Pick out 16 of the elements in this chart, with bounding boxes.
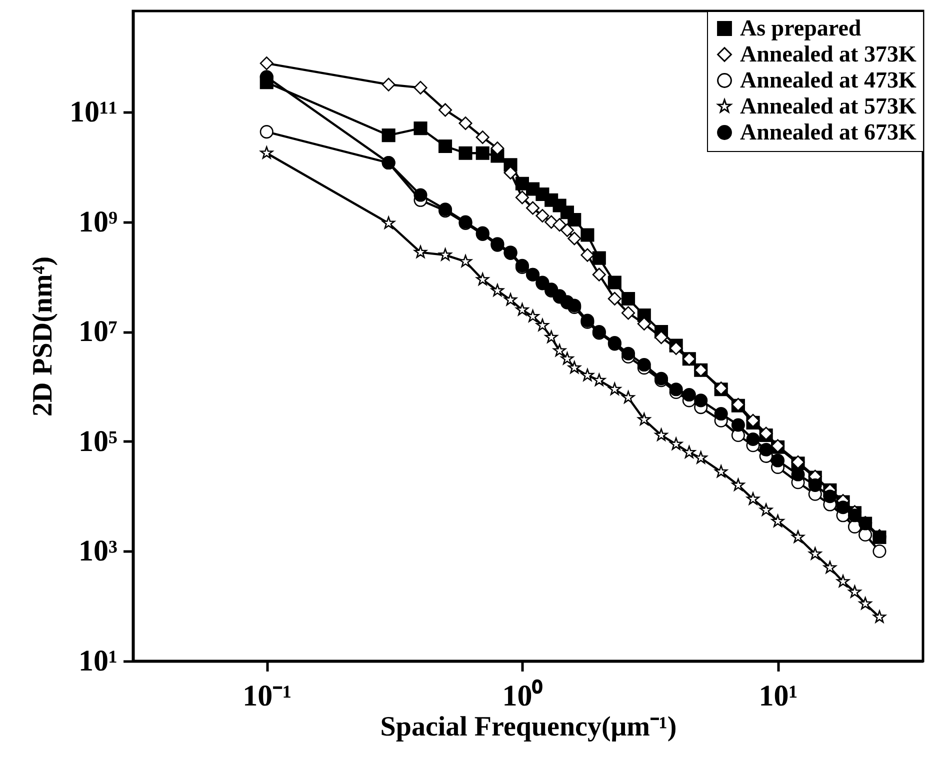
legend-label: Annealed at 373K (740, 42, 916, 66)
legend-label: As prepared (740, 16, 862, 40)
x-tick-label: 10¹ (758, 680, 798, 712)
y-tick-label: 10⁷ (78, 315, 118, 348)
x-tick-label: 10⁰ (502, 678, 544, 712)
x-tick-label: 10⁻¹ (242, 680, 292, 712)
legend-label: Annealed at 473K (740, 68, 916, 92)
y-tick-label: 10⁹ (78, 206, 118, 238)
y-tick-label: 10¹ (78, 644, 118, 678)
y-axis-title: 2D PSD(nm⁴) (28, 256, 59, 417)
y-tick-label: 10³ (78, 534, 118, 568)
y-tick-label: 10⁵ (78, 425, 118, 458)
legend-label: Annealed at 673K (740, 120, 916, 144)
x-axis-title: Spacial Frequency(μm⁻¹) (380, 712, 677, 742)
legend-label: Annealed at 573K (740, 94, 916, 118)
y-tick-label: 10¹¹ (70, 96, 118, 129)
